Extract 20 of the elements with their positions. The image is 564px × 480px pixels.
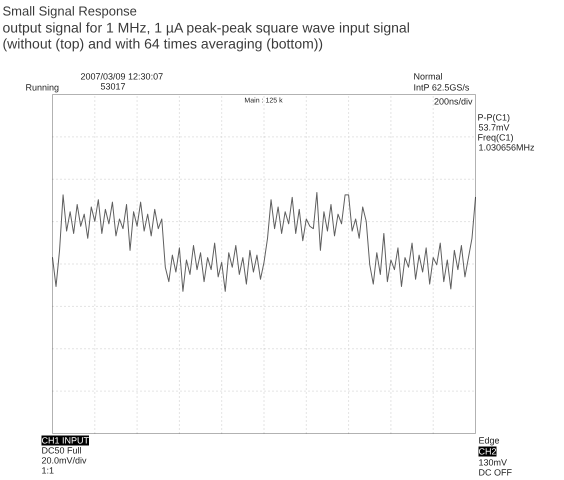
- text: 53.7mV: [478, 122, 510, 132]
- text: IntP 62.5GS/s: [414, 82, 470, 92]
- text: DC OFF: [478, 468, 512, 478]
- text: 1.030656MHz: [478, 142, 536, 152]
- text: Freq(C1): [478, 132, 514, 142]
- text: 130mV: [478, 458, 508, 468]
- text: CH2: [478, 446, 497, 456]
- chart-title: Small Signal Response: [2, 4, 137, 18]
- text: 200ns/div: [434, 96, 473, 106]
- text: Normal: [414, 72, 443, 82]
- text: 53017: [100, 82, 126, 92]
- text: 20.0mV/div: [42, 456, 88, 466]
- text: 2007/03/09 12:30:07: [80, 72, 164, 82]
- text: 1:1: [42, 466, 54, 476]
- text: P-P(C1): [478, 112, 510, 122]
- text: DC50 Full: [42, 446, 82, 456]
- text: Edge: [478, 436, 500, 446]
- text: CH1 INPUT: [42, 436, 90, 446]
- chart-subtitle: output signal for 1 MHz, 1 µA peak-peak square wave input signal (without (top) and with 64 times averaging (bottom)): [2, 20, 410, 52]
- text: Running: [26, 82, 60, 92]
